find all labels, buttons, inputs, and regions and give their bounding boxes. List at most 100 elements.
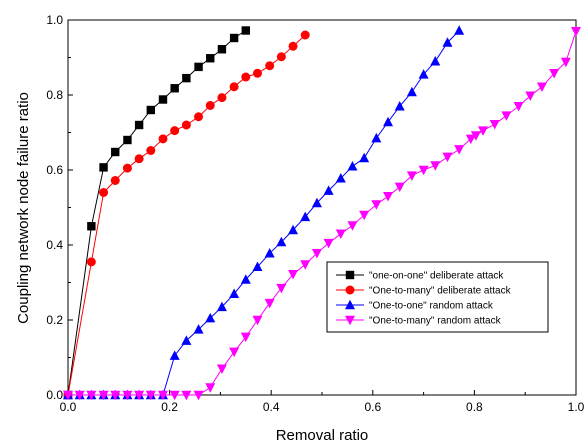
data-point: [465, 134, 476, 145]
data-point: [86, 257, 96, 267]
data-point: [454, 145, 465, 155]
data-point: [170, 126, 180, 136]
data-point: [240, 274, 251, 284]
y-tick-label: 0.8: [46, 88, 63, 102]
data-point: [122, 390, 133, 401]
data-point: [335, 173, 346, 183]
data-point: [288, 41, 298, 51]
y-tick-label: 0.4: [46, 238, 63, 252]
legend-label: "One-to-one" random attack: [369, 301, 494, 312]
data-point: [264, 248, 275, 258]
legend-entry: "one-on-one" deliberate attack: [336, 271, 504, 282]
series-4: [63, 27, 581, 401]
plot-frame: [67, 19, 577, 396]
data-point: [205, 383, 216, 393]
data-point: [442, 37, 453, 47]
data-point: [454, 25, 465, 35]
data-point: [99, 163, 108, 172]
data-point: [276, 52, 286, 62]
legend-label: "One-to-many" random attack: [369, 316, 502, 327]
data-point: [229, 33, 239, 43]
data-point: [347, 161, 358, 171]
x-tick-label: 0.8: [466, 400, 483, 414]
data-point: [205, 312, 216, 323]
x-tick-label: 0.6: [364, 400, 381, 414]
data-point: [134, 154, 144, 164]
data-point: [252, 315, 263, 326]
data-point: [252, 261, 263, 271]
data-point: [181, 390, 192, 401]
data-point: [311, 197, 322, 208]
data-point: [193, 324, 204, 334]
data-point: [216, 364, 227, 374]
data-point: [276, 236, 287, 247]
legend: "one-on-one" deliberate attack "One-to-ma…: [326, 261, 549, 333]
y-tick-label: 1.0: [46, 13, 63, 27]
data-point: [110, 176, 120, 185]
data-point: [229, 347, 240, 358]
data-point: [549, 69, 560, 79]
legend-marker: [345, 285, 355, 295]
y-tick-label: 0.6: [46, 163, 63, 177]
data-point: [300, 211, 311, 222]
data-point: [383, 116, 394, 127]
data-point: [288, 224, 299, 235]
x-tick-label: 0.4: [263, 400, 280, 414]
data-point: [430, 161, 441, 171]
x-tick-label: 1.0: [568, 400, 585, 414]
data-point: [63, 390, 73, 401]
data-point: [406, 86, 417, 97]
data-point: [383, 192, 394, 202]
data-point: [560, 57, 571, 68]
data-point: [205, 101, 215, 110]
data-point: [394, 182, 405, 193]
data-point: [525, 91, 536, 101]
data-point: [87, 222, 96, 231]
data-point: [194, 62, 203, 72]
data-point: [170, 84, 179, 93]
series-1: [63, 26, 250, 400]
series-line: [67, 30, 247, 396]
data-point: [371, 132, 382, 143]
data-point: [300, 30, 310, 40]
data-point: [276, 283, 287, 294]
data-point: [300, 260, 311, 270]
data-point: [229, 82, 239, 92]
x-tick-label: 0.2: [161, 400, 178, 414]
legend-marker: [345, 270, 355, 280]
data-point: [335, 229, 346, 239]
data-point: [240, 332, 251, 343]
data-point: [478, 126, 489, 136]
data-point: [359, 152, 370, 163]
data-point: [288, 270, 299, 280]
data-point: [111, 147, 120, 157]
data-point: [229, 288, 240, 298]
data-point: [193, 390, 204, 401]
data-point: [169, 350, 180, 360]
data-point: [571, 27, 581, 37]
data-point: [347, 221, 358, 231]
data-point: [394, 101, 405, 111]
data-point: [323, 185, 334, 195]
legend-entry: "One-to-many" deliberate attack: [336, 285, 512, 297]
data-point: [323, 238, 334, 249]
data-point: [264, 298, 275, 309]
data-point: [371, 200, 382, 210]
x-axis-title: Removal ratio: [276, 427, 369, 444]
data-point: [74, 390, 85, 401]
legend-entry: "One-to-one" random attack: [336, 299, 494, 312]
series-line: [68, 30, 460, 396]
legend-marker: [345, 299, 355, 310]
y-tick-label: 0.0: [46, 388, 63, 402]
data-point: [86, 390, 97, 401]
y-tick-label: 0.2: [46, 313, 63, 327]
series-layer: [63, 25, 581, 401]
legend-label: "one-on-one" deliberate attack: [369, 271, 504, 282]
y-axis-title: Coupling network node failure ratio: [15, 92, 32, 324]
data-point: [442, 152, 453, 163]
data-point: [122, 163, 132, 173]
data-point: [182, 73, 191, 83]
data-point: [146, 146, 156, 155]
data-point: [513, 102, 524, 112]
